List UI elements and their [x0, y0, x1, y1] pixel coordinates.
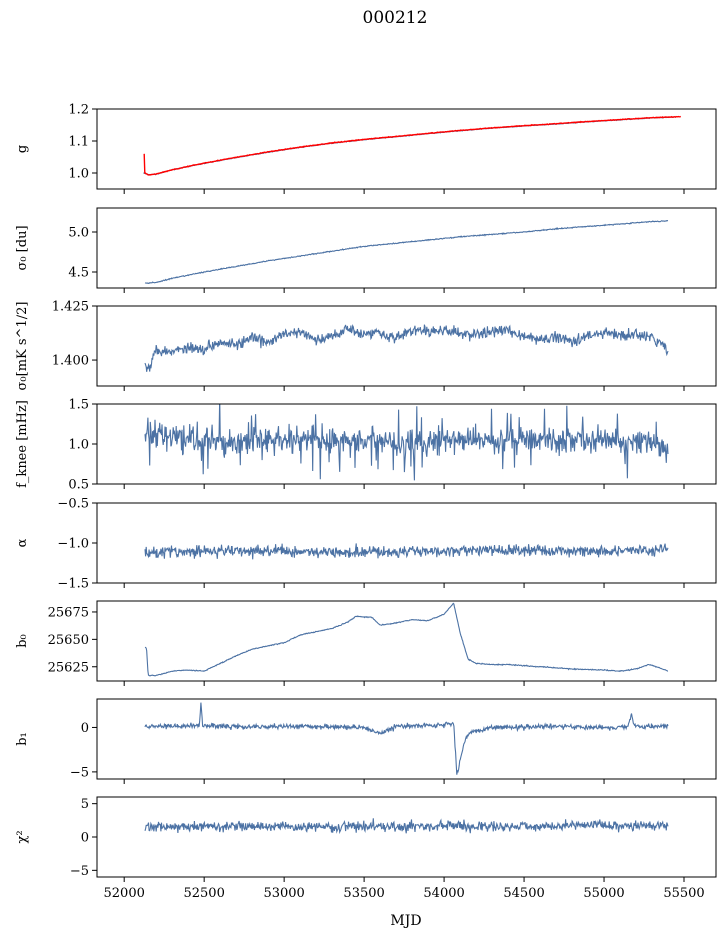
panel-alpha: −1.5 −1.0 −0.5 α [15, 497, 717, 592]
axes-frame [96, 207, 717, 289]
axes-frame [96, 600, 717, 682]
panel-sigma0: 4.5 5.0 σ₀ [du] [15, 207, 717, 293]
y-axis-label: χ² [15, 830, 30, 843]
series-line [143, 115, 682, 176]
axes-frame [96, 305, 717, 387]
x-axis-label: MJD [390, 913, 421, 929]
y-tick-label: −1.5 [57, 577, 89, 592]
y-axis-label: g [15, 145, 30, 153]
axes-frame [96, 796, 717, 878]
y-tick-label: 1.2 [68, 103, 89, 118]
series-line [144, 702, 669, 775]
y-tick-label: 1.0 [68, 438, 89, 453]
panel-chi2: −5 0 5 χ² [15, 796, 717, 882]
y-axis-label: b₀ [15, 634, 30, 648]
y-axis-label: α [15, 538, 30, 547]
y-tick-label: 0 [81, 721, 89, 736]
y-tick-label: 4.5 [68, 266, 89, 281]
y-tick-label: 25650 [48, 633, 89, 648]
y-tick-label: 1.5 [68, 398, 89, 413]
series-line [144, 818, 669, 835]
panels: 1.0 1.1 1.2 g 4.5 5.0 σ₀ [du] 1.400 1.425 σ₀[mK s… [15, 103, 717, 901]
panel-fknee: 0.5 1.0 1.5 f_knee [mHz] [15, 398, 717, 493]
panel-sigma0-mks: 1.400 1.425 σ₀[mK s^1/2] [15, 300, 717, 391]
y-tick-label: 1.1 [68, 135, 89, 150]
x-tick-label: 54500 [503, 886, 544, 901]
panel-b1: −5 0 b₁ [15, 698, 717, 784]
y-tick-label: 1.400 [52, 354, 89, 369]
y-axis-label: f_knee [mHz] [15, 400, 30, 488]
series-line [144, 404, 669, 481]
series-line [144, 324, 669, 372]
axes-frame [96, 502, 717, 584]
y-tick-label: 5.0 [68, 226, 89, 241]
x-tick-label: 53500 [343, 886, 384, 901]
y-tick-label: −5 [70, 864, 89, 879]
y-axis-label: σ₀ [du] [15, 225, 30, 270]
series-line [144, 220, 669, 284]
x-tick-label: 53000 [263, 886, 304, 901]
series-line [143, 116, 677, 176]
y-tick-label: 1.425 [52, 300, 89, 315]
x-tick-label: 55500 [663, 886, 704, 901]
axes-frame [96, 108, 717, 190]
x-tick-label: 54000 [423, 886, 464, 901]
y-tick-label: −0.5 [57, 497, 89, 512]
series-line [144, 602, 669, 677]
x-tick-label: 52000 [104, 886, 145, 901]
x-tick-label: 55000 [583, 886, 624, 901]
y-axis-label: σ₀[mK s^1/2] [15, 302, 30, 391]
x-tick-label: 52500 [183, 886, 224, 901]
y-tick-label: 0 [81, 831, 89, 846]
panel-b0: 25625 25650 25675 b₀ [15, 600, 717, 686]
y-tick-label: 1.0 [68, 167, 89, 182]
axes-frame [96, 698, 717, 780]
y-tick-label: −1.0 [57, 537, 89, 552]
series-line [144, 543, 669, 560]
y-tick-label: 25625 [48, 660, 89, 675]
y-tick-label: 5 [81, 797, 89, 812]
y-tick-label: −5 [70, 765, 89, 780]
figure-title: 000212 [363, 8, 428, 28]
y-tick-label: 25675 [48, 605, 89, 620]
panel-g: 1.0 1.1 1.2 g [15, 103, 717, 194]
y-tick-label: 0.5 [68, 478, 89, 493]
y-axis-label: b₁ [15, 732, 30, 746]
